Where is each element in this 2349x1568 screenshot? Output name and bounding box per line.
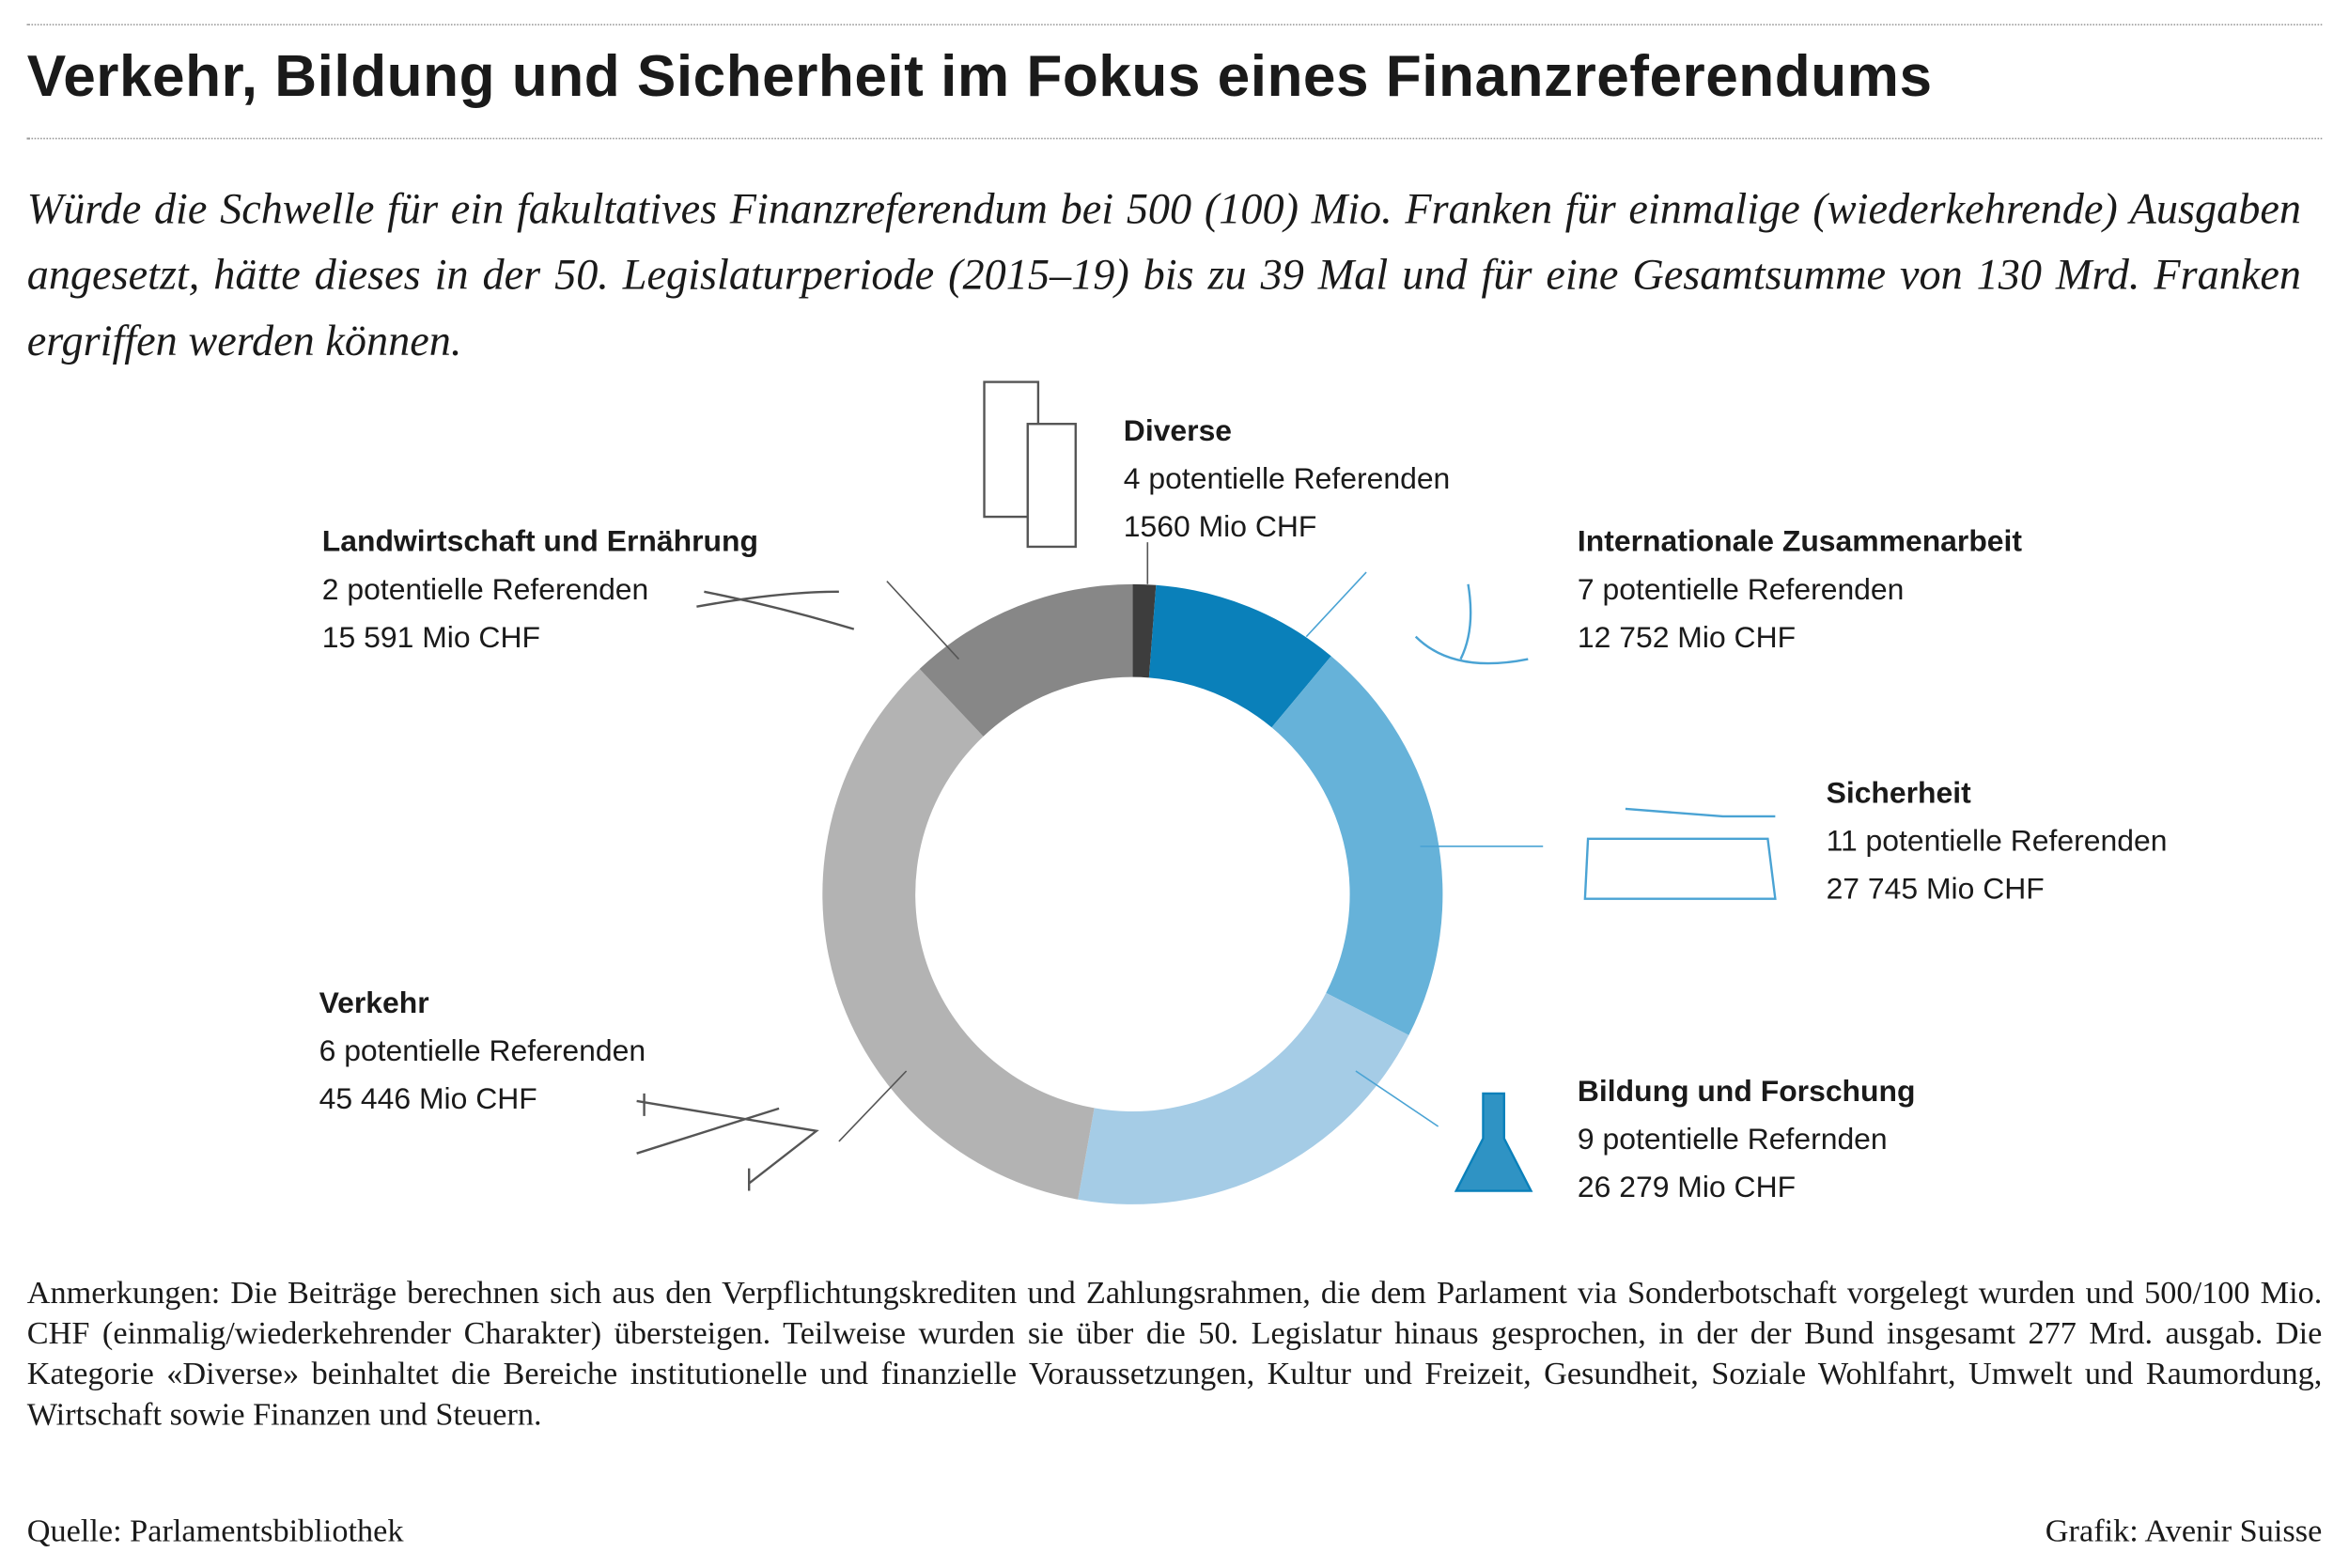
- rule: [26, 137, 2323, 140]
- value-label: 26 279 Mio CHF: [1577, 1171, 1797, 1204]
- leader-line: [886, 581, 960, 660]
- value-label: 1560 Mio CHF: [1123, 510, 1317, 544]
- segment-label: Internationale Zusammenarbeit 7 potentiel…: [1578, 519, 2022, 662]
- leader-line: [1305, 571, 1367, 638]
- source: Quelle: Parlamentsbibliothek: [26, 1513, 404, 1549]
- donut-segment: [1148, 584, 1331, 728]
- referenda-label: 4 potentielle Referenden: [1123, 462, 1451, 496]
- segment-label: Landwirtschaft und Ernährung 2 potentiell…: [322, 519, 758, 662]
- referenda-label: 2 potentielle Referenden: [321, 573, 649, 607]
- leader-line: [838, 1070, 908, 1142]
- donut-segment: [1132, 583, 1157, 678]
- subtitle: Würde die Schwelle für ein fakultatives …: [26, 185, 2301, 366]
- value-label: 45 446 Mio CHF: [319, 1082, 537, 1116]
- icon-tank: [1583, 807, 1777, 900]
- segment-label: Diverse 4 potentielle Referenden 1560 Mio …: [1124, 408, 1451, 551]
- referenda-label: 11 potentielle Referenden: [1826, 825, 2168, 859]
- segment-label: Verkehr 6 potentielle Referenden 45 446 Mi…: [319, 980, 646, 1124]
- value-label: 15 591 Mio CHF: [321, 621, 540, 655]
- segment-label: Bildung und Forschung 9 potentielle Refer…: [1578, 1068, 1916, 1212]
- icon-flask: [1454, 1092, 1533, 1192]
- category-label: Sicherheit: [1826, 777, 1971, 811]
- donut-segment: [919, 583, 1133, 737]
- icon-plant: [1414, 583, 1529, 665]
- category-label: Internationale Zusammenarbeit: [1577, 525, 2023, 559]
- leader-line: [1355, 1070, 1439, 1127]
- referenda-label: 9 potentielle Refernden: [1577, 1123, 1888, 1157]
- referenda-label: 7 potentielle Referenden: [1577, 573, 1905, 607]
- credit: Grafik: Avenir Suisse: [2045, 1513, 2323, 1549]
- icon-wheat: [696, 590, 855, 630]
- notes: Anmerkungen: Die Beiträge berechnen sich…: [26, 1274, 2323, 1433]
- value-label: 27 745 Mio CHF: [1826, 873, 2045, 907]
- category-label: Verkehr: [319, 986, 429, 1020]
- category-label: Landwirtschaft und Ernährung: [321, 525, 758, 559]
- donut-segment: [1271, 656, 1443, 1035]
- donut-segment: [1078, 992, 1409, 1204]
- category-label: Bildung und Forschung: [1577, 1075, 1916, 1109]
- icons: [636, 380, 1777, 1192]
- referenda-label: 6 potentielle Referenden: [319, 1034, 646, 1068]
- chart-title: Verkehr, Bildung und Sicherheit im Fokus…: [26, 44, 1933, 110]
- icon-building: [1026, 423, 1077, 549]
- donut-segment: [822, 668, 1095, 1200]
- category-label: Diverse: [1123, 414, 1233, 448]
- rule: [26, 23, 2323, 26]
- segment-label: Sicherheit 11 potentielle Referenden 27 74…: [1827, 770, 2168, 914]
- value-label: 12 752 Mio CHF: [1577, 621, 1797, 655]
- icon-rail: [636, 1093, 819, 1191]
